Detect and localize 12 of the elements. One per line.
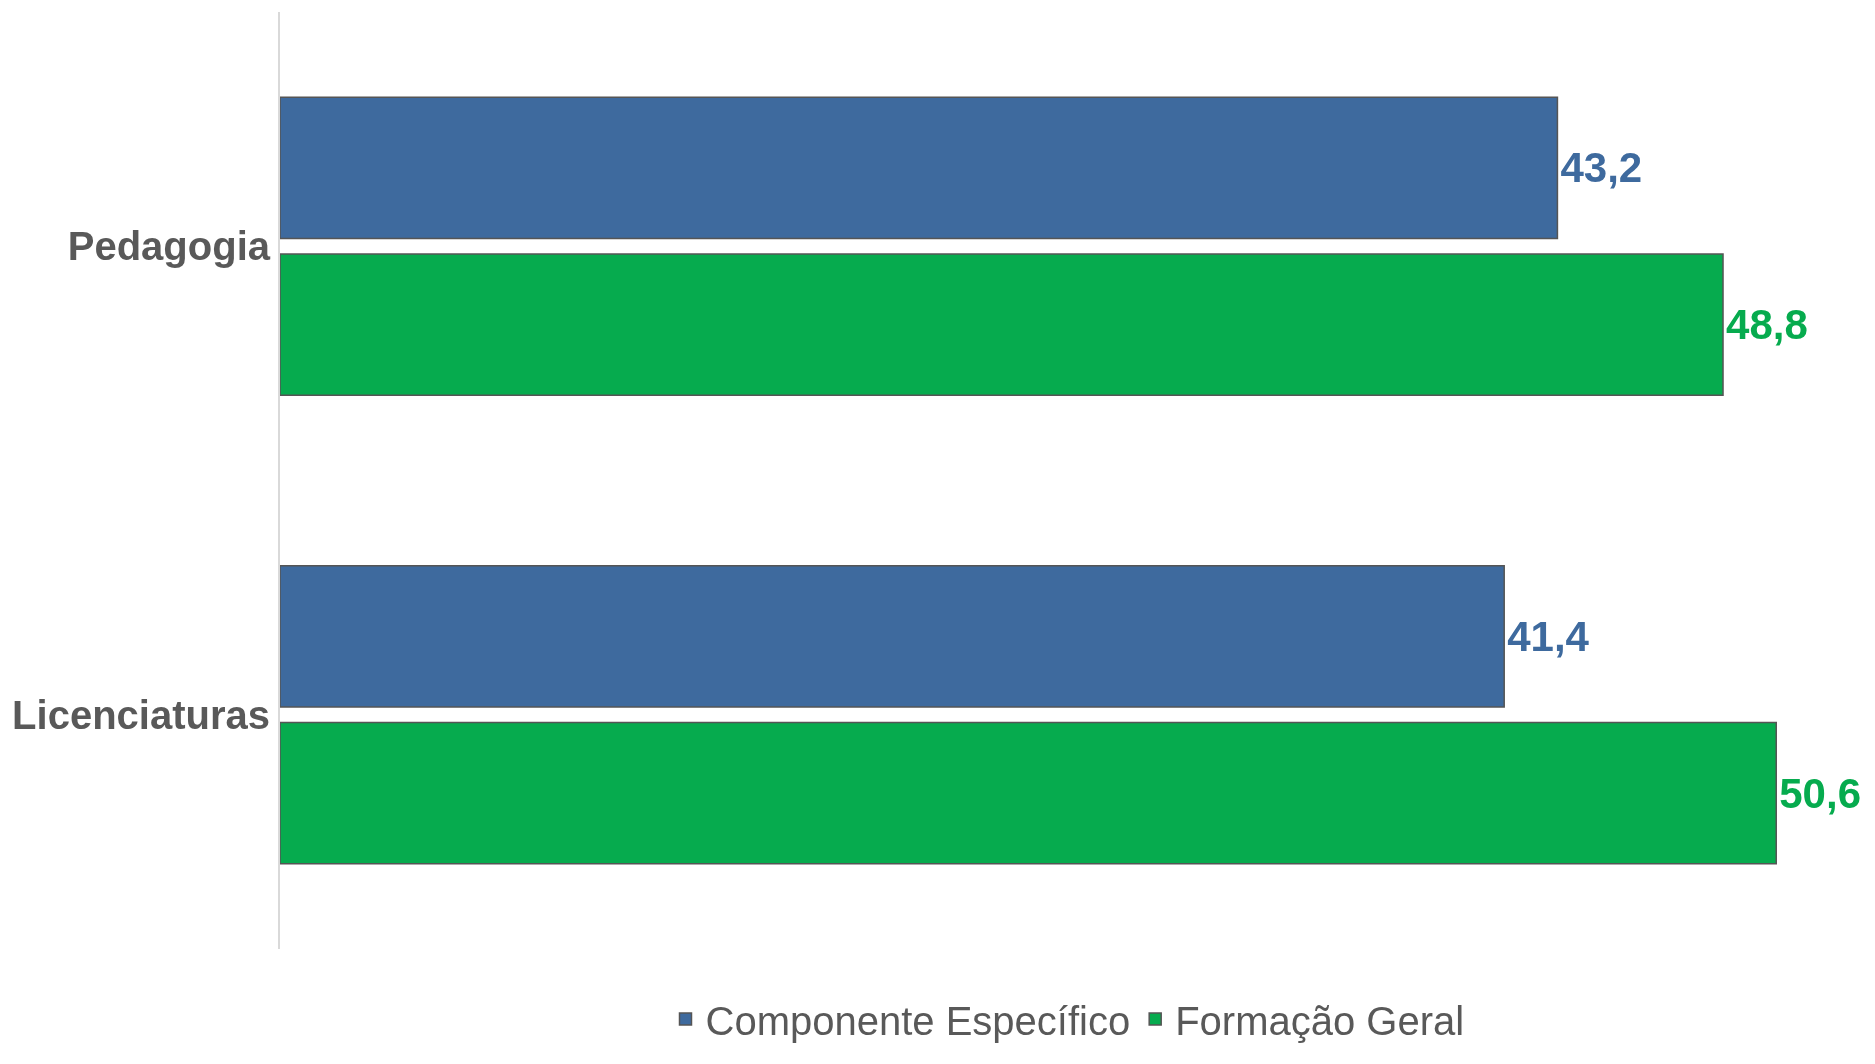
y-tick-label: Pedagogia xyxy=(67,224,271,269)
legend-label: Formação Geral xyxy=(1175,998,1465,1043)
bar xyxy=(280,721,1777,865)
legend-label: Componente Específico xyxy=(705,998,1131,1043)
data-label: 50,6 xyxy=(1779,769,1861,817)
y-tick-label: Licenciaturas xyxy=(12,692,270,737)
bar xyxy=(280,564,1505,708)
bar xyxy=(280,253,1724,397)
data-label: 48,8 xyxy=(1726,301,1808,349)
bar xyxy=(280,96,1559,240)
data-label: 41,4 xyxy=(1507,612,1590,660)
data-label: 43,2 xyxy=(1560,144,1643,192)
